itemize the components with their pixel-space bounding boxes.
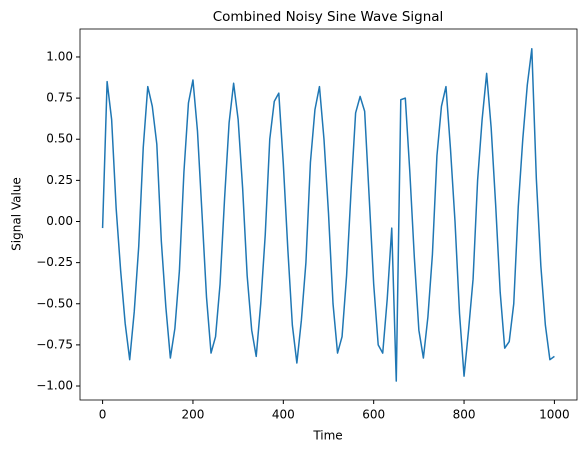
y-tick-label: 0.00 bbox=[46, 214, 73, 228]
plot-frame bbox=[79, 28, 578, 401]
x-tick-label: 0 bbox=[99, 408, 107, 422]
y-tick-label: 0.75 bbox=[46, 91, 73, 105]
y-tick-label: −0.25 bbox=[36, 255, 73, 269]
y-tick-label: 0.25 bbox=[46, 173, 73, 187]
x-tick-label: 200 bbox=[182, 408, 205, 422]
x-tick-label: 800 bbox=[453, 408, 476, 422]
x-axis-label: Time bbox=[312, 429, 342, 443]
x-tick-label: 600 bbox=[362, 408, 385, 422]
y-tick-label: 0.50 bbox=[46, 132, 73, 146]
y-tick-label: 1.00 bbox=[46, 49, 73, 63]
y-tick-label: −0.50 bbox=[36, 296, 73, 310]
x-tick-label: 1000 bbox=[539, 408, 570, 422]
y-axis-label: Signal Value bbox=[10, 177, 24, 251]
y-tick-label: −0.75 bbox=[36, 337, 73, 351]
x-tick-label: 400 bbox=[272, 408, 295, 422]
y-tick-label: −1.00 bbox=[36, 379, 73, 393]
signal-line bbox=[101, 47, 555, 382]
chart-title: Combined Noisy Sine Wave Signal bbox=[213, 9, 444, 25]
